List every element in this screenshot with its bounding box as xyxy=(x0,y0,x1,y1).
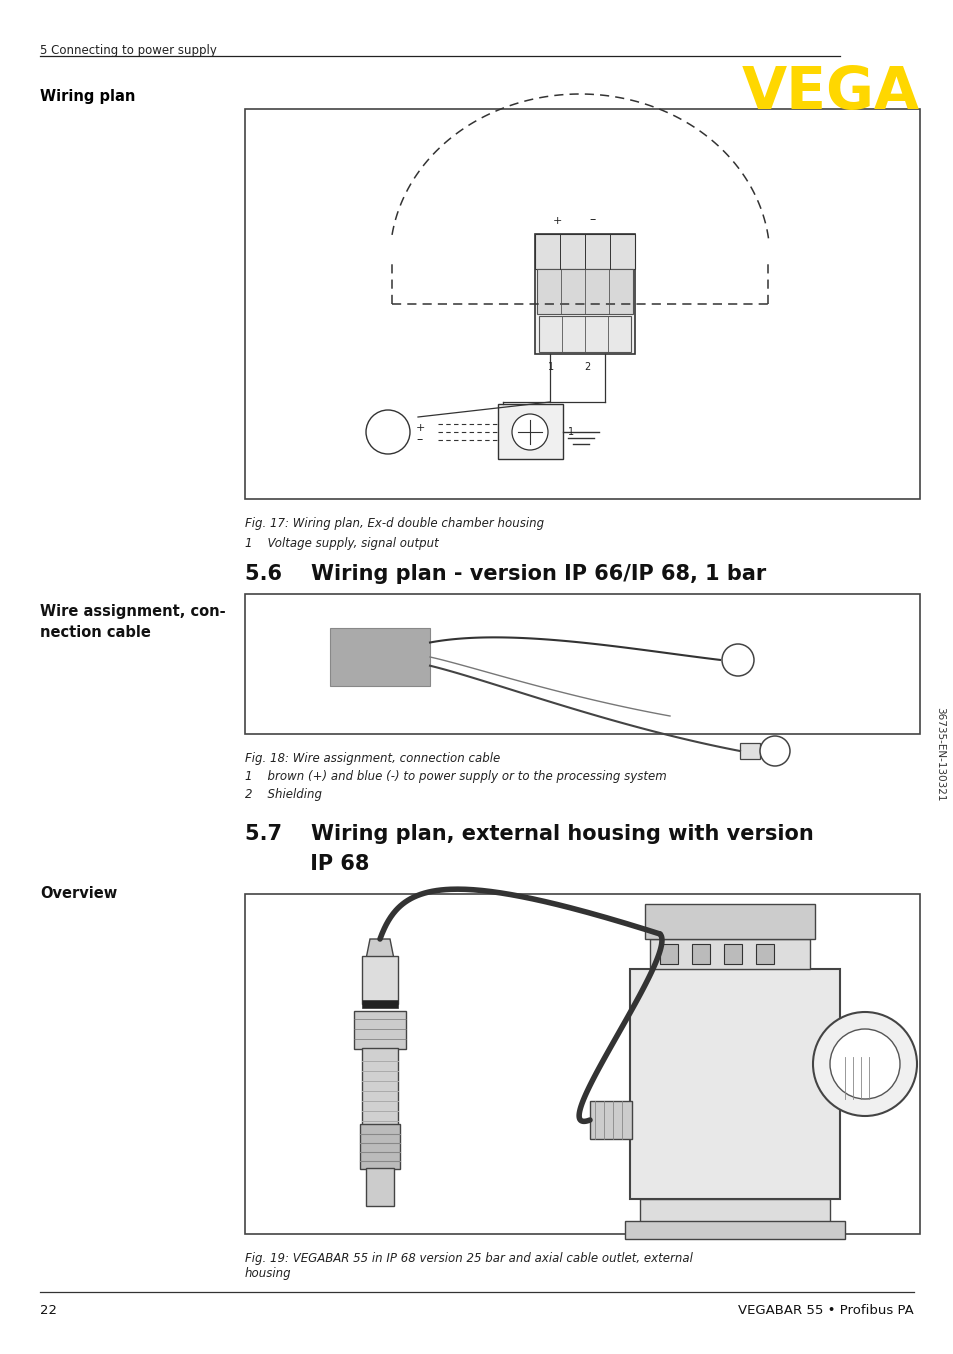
Text: 1: 1 xyxy=(567,427,574,437)
Bar xyxy=(740,743,760,760)
Text: Wire assignment, con-
nection cable: Wire assignment, con- nection cable xyxy=(40,604,226,640)
Bar xyxy=(649,940,809,969)
Bar xyxy=(723,944,741,964)
Bar xyxy=(245,594,919,734)
Polygon shape xyxy=(366,940,394,959)
Bar xyxy=(245,110,919,500)
Bar xyxy=(361,956,397,1005)
Text: VEGABAR 55 • Profibus PA: VEGABAR 55 • Profibus PA xyxy=(738,1304,913,1317)
Text: 5.7    Wiring plan, external housing with version: 5.7 Wiring plan, external housing with v… xyxy=(245,825,813,844)
Text: –: – xyxy=(589,213,596,226)
Bar xyxy=(497,403,562,459)
Text: 1: 1 xyxy=(547,362,554,372)
Bar xyxy=(840,1057,877,1099)
Bar xyxy=(691,944,709,964)
Bar xyxy=(366,1169,394,1206)
Bar xyxy=(639,1200,829,1224)
Bar xyxy=(354,1011,406,1049)
Circle shape xyxy=(812,1011,916,1116)
Text: Overview: Overview xyxy=(40,886,117,900)
Text: 2: 2 xyxy=(583,362,590,372)
Bar xyxy=(589,1101,631,1139)
Bar xyxy=(535,234,635,353)
Bar xyxy=(245,894,919,1233)
Bar xyxy=(624,1221,844,1239)
Text: Fig. 19: VEGABAR 55 in IP 68 version 25 bar and axial cable outlet, external
hou: Fig. 19: VEGABAR 55 in IP 68 version 25 … xyxy=(245,1252,692,1280)
Bar xyxy=(538,315,630,352)
Text: 5.6    Wiring plan - version IP 66/IP 68, 1 bar: 5.6 Wiring plan - version IP 66/IP 68, 1… xyxy=(245,565,765,584)
Bar xyxy=(359,1124,399,1169)
Circle shape xyxy=(829,1029,899,1099)
Bar xyxy=(629,969,840,1200)
Bar xyxy=(330,628,430,686)
Text: +: + xyxy=(552,217,561,226)
Bar xyxy=(361,1001,397,1007)
Circle shape xyxy=(366,410,410,454)
Text: Wiring plan: Wiring plan xyxy=(40,89,135,104)
Text: 1    Voltage supply, signal output: 1 Voltage supply, signal output xyxy=(245,538,438,550)
Bar xyxy=(361,1048,397,1127)
Text: IP 68: IP 68 xyxy=(245,854,369,873)
Bar xyxy=(659,944,678,964)
Bar xyxy=(644,904,814,940)
Text: Fig. 17: Wiring plan, Ex-d double chamber housing: Fig. 17: Wiring plan, Ex-d double chambe… xyxy=(245,517,543,529)
Text: VEGA: VEGA xyxy=(741,64,919,121)
Bar xyxy=(755,944,773,964)
Circle shape xyxy=(721,645,753,676)
Circle shape xyxy=(512,414,547,450)
Text: 5 Connecting to power supply: 5 Connecting to power supply xyxy=(40,43,216,57)
Text: 22: 22 xyxy=(40,1304,57,1317)
Text: 36735-EN-130321: 36735-EN-130321 xyxy=(934,707,944,802)
Text: –: – xyxy=(416,433,422,447)
Text: +: + xyxy=(416,422,425,433)
Circle shape xyxy=(760,737,789,766)
Bar xyxy=(535,234,635,269)
Text: Fig. 18: Wire assignment, connection cable: Fig. 18: Wire assignment, connection cab… xyxy=(245,751,499,765)
Text: 1    brown (+) and blue (-) to power supply or to the processing system: 1 brown (+) and blue (-) to power supply… xyxy=(245,770,666,783)
Bar xyxy=(537,269,633,314)
Text: 2    Shielding: 2 Shielding xyxy=(245,788,322,802)
